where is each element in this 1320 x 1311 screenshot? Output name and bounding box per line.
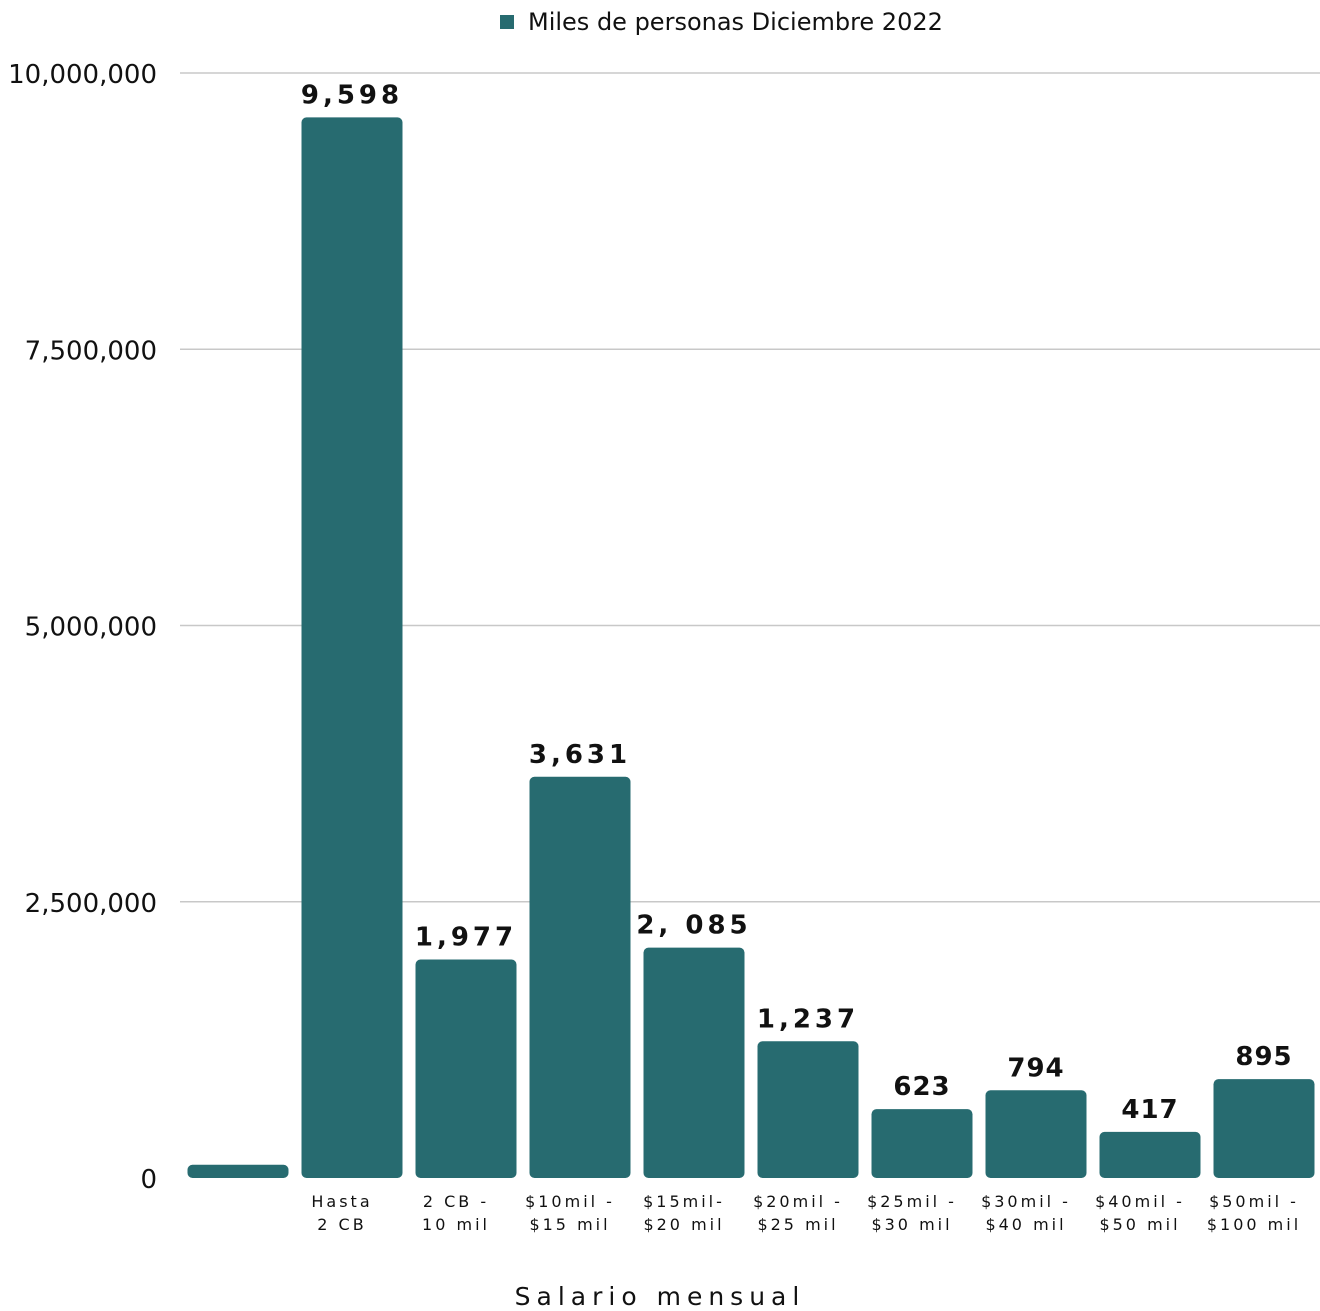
x-tick-label: $40 mil (985, 1215, 1066, 1234)
x-tick-label: $30mil - (981, 1192, 1071, 1211)
data-label: 9,598 (301, 80, 403, 110)
x-tick-label: 2 CB (317, 1215, 366, 1234)
x-tick-label: $15 mil (529, 1215, 610, 1234)
y-tick-label: 7,500,000 (25, 336, 157, 366)
x-tick-label: 10 mil (422, 1215, 490, 1234)
x-tick-label: $15mil- (643, 1192, 725, 1211)
x-tick-label: $25 mil (757, 1215, 838, 1234)
bar (871, 1109, 973, 1178)
data-label: 1,237 (757, 1004, 859, 1034)
bar (1099, 1131, 1201, 1178)
x-tick-label: Hasta (311, 1192, 372, 1211)
y-tick-label: 2,500,000 (25, 889, 157, 919)
x-tick-label: $50 mil (1099, 1215, 1180, 1234)
data-labels: 9,598 1,977 3,631 2, 085 1,237 623 794 417 895 (301, 80, 1292, 1125)
data-label: 2, 085 (636, 911, 751, 941)
chart-legend: Miles de personas Diciembre 2022 (500, 8, 943, 36)
x-tick-label: $20mil - (753, 1192, 843, 1211)
bar (187, 1164, 289, 1178)
x-axis-title: Salario mensual (514, 1282, 806, 1311)
legend-swatch (500, 15, 514, 29)
x-tick-label: $40mil - (1095, 1192, 1185, 1211)
data-label: 417 (1121, 1095, 1178, 1125)
y-tick-label: 0 (140, 1165, 157, 1195)
data-label: 623 (893, 1072, 950, 1102)
data-label: 895 (1235, 1042, 1292, 1072)
x-tick-label: $30 mil (871, 1215, 952, 1234)
x-tick-label: 2 CB - (423, 1192, 489, 1211)
x-tick-label: $25mil - (867, 1192, 957, 1211)
bar (529, 776, 631, 1178)
x-axis-ticks: Hasta 2 CB 2 CB - 10 mil $10mil - $15 mil $15m… (311, 1192, 1301, 1234)
bar (415, 959, 517, 1178)
data-label: 1,977 (415, 923, 517, 953)
bar (301, 117, 403, 1178)
bars (187, 117, 1315, 1178)
x-tick-label: $10mil - (525, 1192, 615, 1211)
x-tick-label: $50mil - (1209, 1192, 1299, 1211)
bar (643, 947, 745, 1178)
x-tick-label: $20 mil (643, 1215, 724, 1234)
data-label: 3,631 (529, 740, 631, 770)
y-axis-ticks: 0 2,500,000 5,000,000 7,500,000 10,000,000 (8, 60, 157, 1195)
bar (1213, 1079, 1315, 1178)
y-tick-label: 10,000,000 (8, 60, 157, 90)
bar (985, 1090, 1087, 1178)
x-tick-label: $100 mil (1207, 1215, 1301, 1234)
bar (757, 1041, 859, 1178)
data-label: 794 (1007, 1053, 1064, 1083)
y-tick-label: 5,000,000 (25, 613, 157, 643)
legend-label: Miles de personas Diciembre 2022 (528, 8, 943, 36)
